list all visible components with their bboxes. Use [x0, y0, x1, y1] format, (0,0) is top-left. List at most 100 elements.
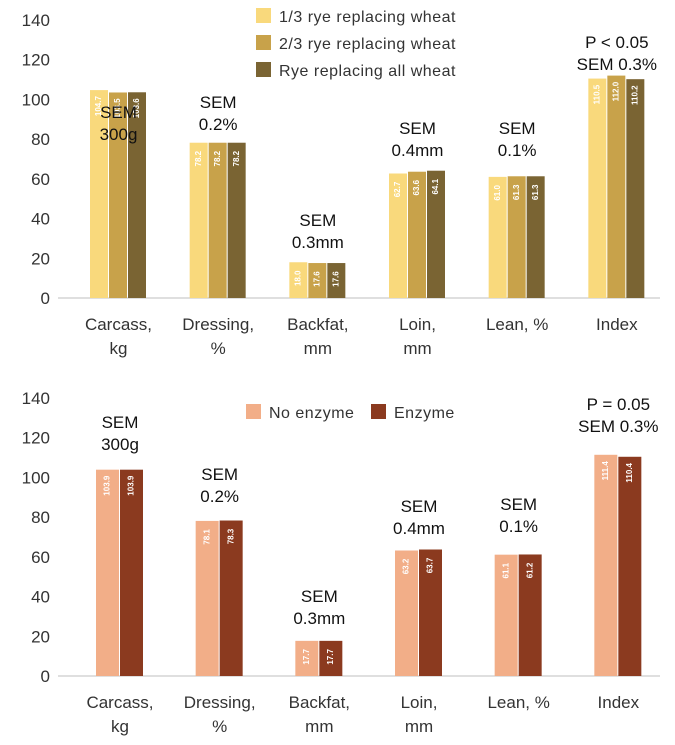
- bar: [289, 262, 308, 298]
- bar: [408, 171, 426, 298]
- data-label: 17.6: [331, 271, 340, 287]
- bar: [208, 142, 227, 298]
- data-label: 63.6: [412, 179, 421, 195]
- data-label: 103.9: [103, 475, 112, 496]
- bar: [494, 554, 518, 676]
- category-label: Loin,: [399, 315, 436, 334]
- data-label: 78.2: [232, 150, 241, 166]
- legend-label: Enzyme: [394, 405, 455, 422]
- bar: [395, 550, 418, 676]
- bar: [594, 454, 618, 676]
- category-label: %: [211, 339, 226, 358]
- bar: [607, 75, 626, 298]
- y-tick-label: 100: [22, 468, 50, 487]
- bar: [419, 549, 442, 676]
- bar: [219, 520, 243, 676]
- sem-annotation: 0.1%: [498, 141, 537, 160]
- data-label: 78.2: [213, 150, 222, 166]
- sem-annotation: 300g: [100, 125, 138, 144]
- legend-label: No enzyme: [269, 405, 354, 422]
- sem-annotation: SEM: [299, 211, 336, 230]
- bar: [526, 176, 545, 298]
- legend-swatch: [256, 62, 271, 77]
- y-tick-label: 0: [41, 289, 50, 308]
- data-label: 61.3: [531, 184, 540, 200]
- category-label: Backfat,: [289, 693, 350, 712]
- category-label: kg: [110, 339, 128, 358]
- category-label: mm: [403, 339, 431, 358]
- sem-annotation: 0.2%: [199, 115, 238, 134]
- y-tick-label: 100: [22, 90, 50, 109]
- data-label: 18.0: [293, 270, 302, 286]
- data-label: 112.0: [611, 81, 620, 101]
- sem-annotation: SEM 0.3%: [578, 417, 658, 436]
- bar: [120, 469, 143, 676]
- data-label: 61.1: [501, 562, 510, 578]
- y-tick-label: 40: [31, 588, 50, 607]
- category-label: Index: [598, 693, 640, 712]
- category-label: Index: [596, 315, 638, 334]
- data-label: 17.7: [326, 649, 335, 665]
- legend-label: 1/3 rye replacing wheat: [279, 9, 456, 26]
- sem-annotation: P = 0.05: [587, 395, 651, 414]
- category-label: Lean, %: [487, 693, 549, 712]
- y-tick-label: 0: [41, 667, 50, 686]
- legend-swatch: [371, 404, 386, 419]
- bar: [128, 92, 146, 298]
- data-label: 111.4: [601, 461, 610, 481]
- legend-swatch: [256, 35, 271, 50]
- bar: [518, 554, 542, 676]
- y-tick-label: 60: [31, 170, 50, 189]
- data-label: 61.3: [512, 184, 521, 200]
- sem-annotation: 0.4mm: [393, 519, 445, 538]
- legend-label: 2/3 rye replacing wheat: [279, 36, 456, 53]
- y-tick-label: 120: [22, 429, 50, 448]
- bar: [327, 263, 346, 298]
- y-tick-label: 40: [31, 210, 50, 229]
- y-tick-label: 140: [22, 11, 50, 30]
- y-tick-label: 80: [31, 130, 50, 149]
- y-tick-label: 120: [22, 51, 50, 70]
- sem-annotation: SEM: [200, 93, 237, 112]
- sem-annotation: SEM: [499, 119, 536, 138]
- sem-annotation: SEM: [100, 103, 137, 122]
- category-label: Carcass,: [86, 693, 153, 712]
- sem-annotation: 0.3mm: [293, 609, 345, 628]
- y-tick-label: 20: [31, 627, 50, 646]
- bar: [295, 640, 319, 676]
- bar: [319, 640, 343, 676]
- data-label: 61.2: [525, 562, 534, 578]
- data-label: 17.6: [312, 271, 321, 287]
- sem-annotation: SEM: [401, 497, 438, 516]
- sem-annotation: SEM 0.3%: [577, 55, 657, 74]
- category-label: Loin,: [401, 693, 438, 712]
- sem-annotation: SEM: [500, 495, 537, 514]
- bar: [588, 78, 607, 298]
- data-label: 103.6: [132, 98, 141, 119]
- sem-annotation: 0.4mm: [392, 141, 444, 160]
- bar: [96, 469, 119, 676]
- data-label: 78.1: [202, 529, 211, 545]
- category-label: Lean, %: [486, 315, 548, 334]
- data-label: 103.9: [127, 475, 136, 496]
- data-label: 17.7: [302, 649, 311, 665]
- data-label: 63.2: [402, 558, 411, 574]
- data-label: 61.0: [493, 185, 502, 201]
- category-label: mm: [304, 339, 332, 358]
- data-label: 63.7: [426, 557, 435, 573]
- bar: [109, 92, 127, 298]
- y-tick-label: 80: [31, 508, 50, 527]
- sem-annotation: P < 0.05: [585, 33, 649, 52]
- sem-annotation: 300g: [101, 435, 139, 454]
- bar: [195, 520, 219, 676]
- bar: [488, 176, 507, 298]
- category-label: Dressing,: [182, 315, 254, 334]
- legend-swatch: [246, 404, 261, 419]
- category-label: kg: [111, 717, 129, 736]
- chart-panel-1: 0 20 40 60 80 100 120 140 104.7 103.5 103.6 Carcass…: [22, 8, 660, 358]
- category-label: Dressing,: [184, 693, 256, 712]
- data-label: 62.7: [393, 181, 402, 197]
- data-label: 103.5: [113, 98, 122, 119]
- bar: [427, 170, 445, 298]
